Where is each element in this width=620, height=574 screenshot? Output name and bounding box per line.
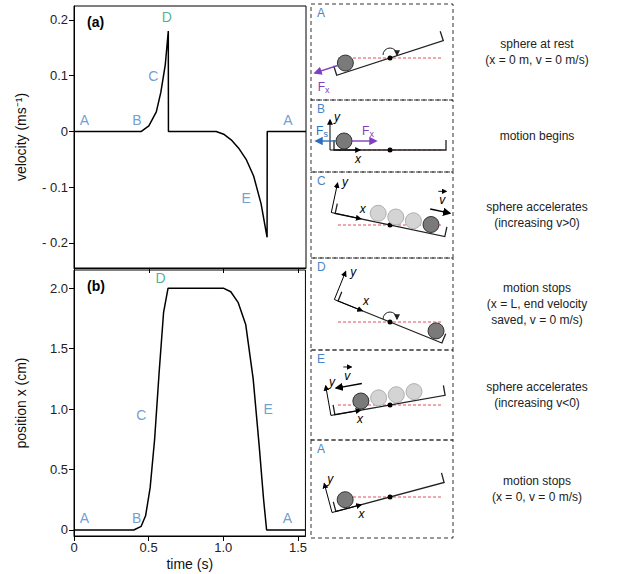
svg-text:(x = L, end velocity: (x = L, end velocity (487, 297, 587, 311)
svg-text:sphere accelerates: sphere accelerates (486, 380, 587, 394)
svg-text:0.5: 0.5 (50, 462, 68, 477)
svg-text:x: x (359, 202, 367, 216)
svg-text:0.1: 0.1 (50, 68, 68, 83)
svg-text:D: D (162, 9, 172, 25)
svg-text:D: D (317, 260, 326, 274)
svg-text:0: 0 (70, 540, 77, 555)
svg-text:velocity (ms⁻¹): velocity (ms⁻¹) (13, 93, 29, 181)
svg-text:A: A (283, 112, 293, 128)
svg-text:(increasing v>0): (increasing v>0) (494, 216, 580, 230)
svg-text:1.5: 1.5 (289, 540, 307, 555)
svg-text:motion stops: motion stops (503, 474, 571, 488)
svg-text:E: E (263, 401, 272, 417)
svg-text:0: 0 (61, 124, 68, 139)
svg-text:Fx: Fx (318, 80, 330, 95)
svg-text:sphere at rest: sphere at rest (500, 37, 574, 51)
svg-text:(x = 0 m, v = 0 m/s): (x = 0 m, v = 0 m/s) (485, 53, 588, 67)
svg-text:C: C (317, 174, 326, 188)
svg-text:C: C (148, 68, 158, 84)
svg-text:E: E (317, 352, 325, 366)
svg-text:(increasing v<0): (increasing v<0) (494, 396, 580, 410)
svg-text:time (s): time (s) (166, 556, 213, 572)
svg-text:A: A (283, 510, 293, 526)
svg-text:sphere accelerates: sphere accelerates (486, 200, 587, 214)
svg-text:Fs: Fs (316, 124, 328, 139)
svg-text:B: B (132, 510, 141, 526)
svg-text:0.2: 0.2 (50, 12, 68, 27)
svg-text:A: A (317, 442, 325, 456)
svg-text:0.5: 0.5 (140, 540, 158, 555)
svg-text:v: v (344, 369, 351, 383)
svg-text:A: A (80, 112, 90, 128)
svg-text:y: y (349, 265, 357, 279)
svg-text:x: x (354, 152, 362, 166)
svg-text:- 0.2: - 0.2 (42, 235, 68, 250)
svg-text:E: E (241, 190, 250, 206)
svg-text:saved, v = 0 m/s): saved, v = 0 m/s) (491, 313, 583, 327)
svg-text:D: D (156, 270, 166, 286)
svg-text:1.0: 1.0 (214, 540, 232, 555)
svg-text:1.5: 1.5 (50, 341, 68, 356)
svg-text:B: B (317, 102, 325, 116)
svg-text:0: 0 (61, 522, 68, 537)
svg-text:x: x (362, 294, 370, 308)
svg-text:2.0: 2.0 (50, 281, 68, 296)
svg-text:B: B (132, 112, 141, 128)
svg-text:v: v (439, 193, 446, 207)
svg-text:C: C (136, 407, 146, 423)
svg-text:(b): (b) (87, 278, 105, 294)
svg-text:position x (cm): position x (cm) (13, 357, 29, 448)
svg-text:1.0: 1.0 (50, 402, 68, 417)
svg-text:motion stops: motion stops (503, 281, 571, 295)
svg-text:motion begins: motion begins (500, 129, 575, 143)
svg-text:y: y (333, 110, 341, 124)
svg-text:y: y (328, 375, 336, 389)
svg-text:(a): (a) (87, 14, 104, 30)
svg-text:A: A (80, 510, 90, 526)
svg-text:A: A (317, 6, 325, 20)
svg-text:x: x (357, 507, 365, 521)
svg-text:Fx: Fx (362, 124, 374, 139)
svg-text:x: x (356, 412, 364, 426)
svg-text:y: y (326, 472, 334, 486)
svg-text:(x = 0, v = 0 m/s): (x = 0, v = 0 m/s) (492, 490, 582, 504)
svg-text:y: y (341, 175, 349, 189)
svg-text:- 0.1: - 0.1 (42, 180, 68, 195)
